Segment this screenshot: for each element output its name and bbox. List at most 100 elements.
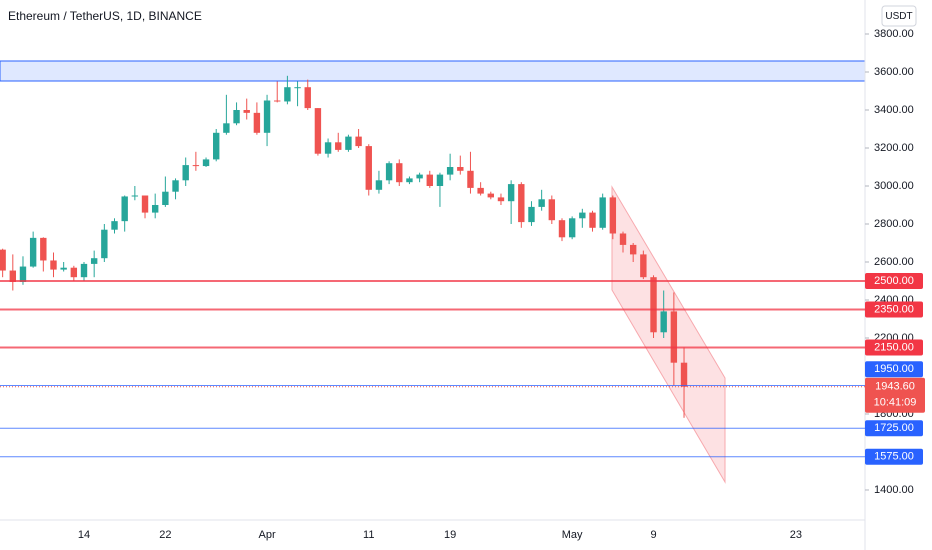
candle-body [50,260,57,270]
candle-body [192,165,200,167]
candle-body [375,180,383,190]
level-label: 1575.00 [874,451,914,463]
candle-body [131,195,139,197]
candle-body [660,311,667,333]
candle-body [263,100,271,133]
y-tick-label: 3600.00 [874,66,914,78]
candle-body [579,212,586,219]
candle-body [294,87,301,89]
y-tick-label: 2800.00 [874,218,914,230]
candle-body [436,174,444,186]
candle-body [609,197,617,234]
x-tick-label: 9 [650,529,656,541]
candle-body [233,110,240,124]
candle-body [589,212,596,228]
candle-body [40,237,47,261]
chart-title: Ethereum / TetherUS, 1D, BINANCE [8,9,202,23]
candle-body [650,277,657,333]
candle-body [629,244,637,255]
y-tick-label: 1400.00 [874,484,914,496]
countdown-label: 10:41:09 [874,397,917,409]
candle-body [619,233,627,245]
candle-body [314,108,322,154]
candle-body [518,184,525,223]
y-tick-label: 3400.00 [874,104,914,116]
candle-body [162,191,169,205]
currency-button[interactable] [881,5,917,27]
level-label: 2150.00 [874,341,914,353]
y-tick-label: 3800.00 [874,28,914,40]
x-tick-label: Apr [258,529,275,541]
y-tick-label: 3000.00 [874,180,914,192]
candle-body [202,159,210,167]
last-price-box [865,377,925,413]
candle-body [507,184,515,202]
candle-body [253,112,261,133]
candle-body [355,136,362,147]
level-label: 1950.00 [874,363,914,375]
candle-body [172,180,179,192]
candle-body [558,220,566,238]
candle-body [467,170,474,188]
candle-body [19,266,27,282]
x-tick-label: 14 [78,529,90,541]
x-tick-label: 19 [444,529,456,541]
x-tick-label: May [562,529,583,541]
candle-body [80,263,88,278]
candle-body [670,311,678,363]
x-tick-label: 11 [363,529,374,541]
x-tick-label: 22 [159,529,171,541]
candle-body [477,187,484,194]
candle-body [0,249,6,271]
candle-body [274,100,281,102]
level-label-box [865,361,923,378]
candle-body [243,110,250,113]
candle-body [324,142,332,154]
candle-body [406,178,413,183]
candle-body [568,218,576,238]
candle-body [345,136,352,150]
resistance-zone [0,60,866,82]
candle-body [457,167,464,171]
level-label: 2350.00 [874,303,914,315]
candle-body [599,197,606,228]
candle-body [680,362,688,387]
last-price-label: 1943.60 [875,381,915,393]
candle-body [416,174,423,179]
candle-body [70,267,78,278]
candle-body [9,270,17,282]
candle-body [111,221,118,230]
level-label: 1725.00 [874,422,914,434]
y-tick-label: 2600.00 [874,256,914,268]
candle-body [60,267,67,270]
candle-body [335,142,342,150]
candle-body [151,204,159,213]
candle-body [223,123,230,133]
candle-body [29,237,37,267]
level-label-box [865,420,923,437]
candle-body [101,229,108,259]
candle-body [304,87,311,109]
candle-body [487,193,494,198]
level-label-box [865,448,923,465]
candle-body [284,87,291,102]
candle-body [182,165,189,181]
level-label-box [865,272,923,289]
x-tick-label: 23 [790,529,802,541]
candle-body [497,197,505,202]
candle-body [213,132,220,160]
candle-body [121,196,128,222]
down-channel [611,185,726,484]
currency-label[interactable]: USDT [885,11,912,22]
candle-body [446,167,454,175]
candle-body [538,199,545,207]
level-label: 2500.00 [874,275,914,287]
candle-body [396,163,403,183]
candle-body [141,195,149,213]
candle-body [90,258,98,264]
candle-body [640,254,647,278]
candle-body [365,146,372,190]
candle-body [426,174,433,186]
candle-body [548,199,556,221]
y-tick-label: 3200.00 [874,142,914,154]
